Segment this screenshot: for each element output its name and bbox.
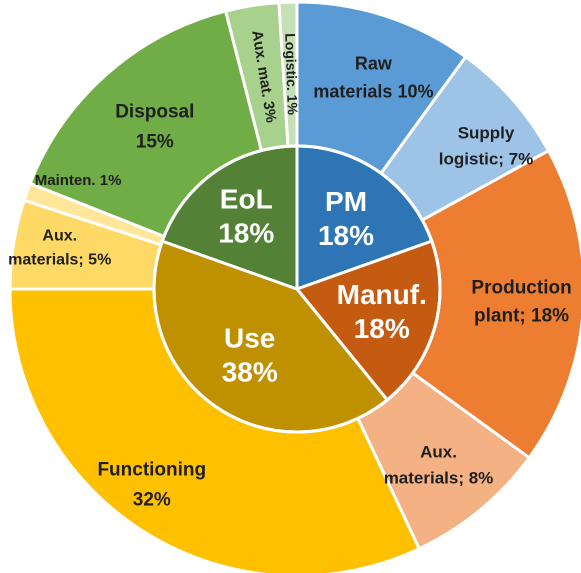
inner-value-use: 38% xyxy=(222,356,278,387)
outer-label-1-supply-line2: logistic; 7% xyxy=(439,149,533,168)
outer-label-1-supply-line1: Supply xyxy=(458,123,515,142)
outer-label-3-aux-line2: materials; 8% xyxy=(384,469,494,488)
inner-ring xyxy=(152,144,442,434)
inner-value-manuf: 18% xyxy=(354,313,410,344)
inner-value-pm: 18% xyxy=(318,220,374,251)
inner-label-manuf: Manuf. xyxy=(337,279,427,310)
outer-label-0-raw-line1: Raw xyxy=(355,53,393,73)
outer-label-7-disposal-line2: 15% xyxy=(136,132,174,153)
outer-label-4-functioning-line1: Functioning xyxy=(97,460,206,481)
outer-label-5-aux-line2: materials; 5% xyxy=(8,251,111,268)
outer-label-5-aux-line1: Aux. xyxy=(42,227,77,244)
ring-divider xyxy=(152,144,442,434)
inner-value-eol: 18% xyxy=(218,217,274,248)
outer-label-2-production-line2: plant; 18% xyxy=(474,306,569,327)
outer-label-4-functioning-line2: 32% xyxy=(133,490,171,511)
outer-label-7-disposal-line1: Disposal xyxy=(115,102,194,123)
inner-label-eol: EoL xyxy=(220,183,273,214)
outer-label-0-raw-line2: materials 10% xyxy=(313,81,433,101)
outer-label-9-logistic-1: Logistic. 1% xyxy=(282,33,301,116)
outer-label-3-aux-line1: Aux. xyxy=(420,443,457,462)
inner-label-use: Use xyxy=(224,322,275,353)
outer-label-2-production-line1: Production xyxy=(471,278,571,299)
inner-label-pm: PM xyxy=(325,186,367,217)
outer-label-6-mainten-1: Mainten. 1% xyxy=(35,172,122,189)
